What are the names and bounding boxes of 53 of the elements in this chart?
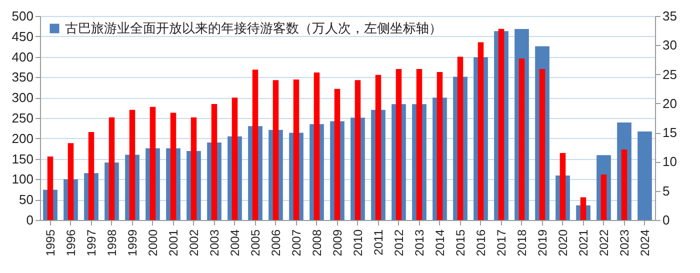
- y-tick-label: 0: [26, 212, 34, 228]
- x-tick-label: 1998: [104, 229, 119, 256]
- x-tick-label: 2022: [596, 229, 611, 256]
- x-tick-label: 1999: [125, 229, 140, 256]
- x-tick-label: 2013: [412, 229, 426, 256]
- x-tick-label: 2024: [638, 229, 652, 256]
- x-tick-label: 2017: [494, 229, 508, 256]
- x-tick-label: 2008: [310, 229, 324, 256]
- x-tick-label: 2011: [371, 229, 386, 256]
- y-tick-label: 500: [12, 8, 34, 24]
- x-tick-label: 2016: [474, 229, 488, 256]
- x-tick-label: 2005: [248, 229, 262, 256]
- bar: [621, 149, 628, 220]
- y-tick-label: 450: [12, 28, 34, 44]
- legend-label: 古巴旅游业全面开放以来的年接待游客数（万人次，左侧坐标轴）: [65, 20, 442, 36]
- y2-tick-label: 35: [662, 8, 677, 24]
- y2-tick-label: 10: [662, 154, 677, 170]
- y-tick-label: 400: [12, 49, 34, 64]
- x-tick-label: 2020: [556, 229, 570, 256]
- y-tick-label: 250: [12, 110, 34, 126]
- x-tick-label: 2007: [289, 229, 304, 256]
- x-tick-label: 2018: [514, 229, 529, 256]
- x-tick-label: 2015: [453, 229, 468, 256]
- x-tick-label: 1996: [64, 229, 78, 256]
- x-tick-label: 2004: [228, 229, 242, 256]
- y-tick-label: 150: [12, 151, 34, 166]
- x-tick-label: 2010: [350, 229, 365, 256]
- y2-tick-label: 30: [662, 38, 677, 53]
- bar: [638, 131, 652, 220]
- x-tick-label: 2003: [207, 229, 222, 256]
- x-tick-label: 1997: [84, 229, 98, 256]
- x-tick-label: 1995: [43, 229, 58, 256]
- y-tick-label: 100: [12, 172, 34, 187]
- x-tick-label: 2000: [146, 229, 160, 256]
- x-tick-label: 2001: [166, 229, 180, 256]
- y2-tick-label: 25: [662, 66, 677, 82]
- x-tick-label: 2023: [617, 229, 632, 256]
- x-tick-label: 2006: [268, 229, 283, 256]
- bar: [600, 174, 607, 220]
- x-tick-label: 2012: [392, 229, 406, 256]
- y-tick-label: 50: [19, 192, 34, 208]
- x-tick-label: 2002: [186, 229, 201, 256]
- y2-tick-label: 0: [662, 212, 670, 228]
- y-tick-label: 350: [12, 70, 34, 85]
- x-tick-label: 2014: [432, 229, 447, 256]
- y2-tick-label: 15: [662, 125, 677, 140]
- y2-tick-label: 20: [662, 96, 677, 111]
- x-tick-label: 2009: [330, 229, 344, 256]
- x-tick-label: 2019: [535, 229, 550, 256]
- y-tick-label: 300: [12, 90, 34, 106]
- x-tick-label: 2021: [576, 229, 590, 256]
- y-tick-label: 200: [12, 130, 34, 146]
- y2-tick-label: 5: [662, 183, 670, 198]
